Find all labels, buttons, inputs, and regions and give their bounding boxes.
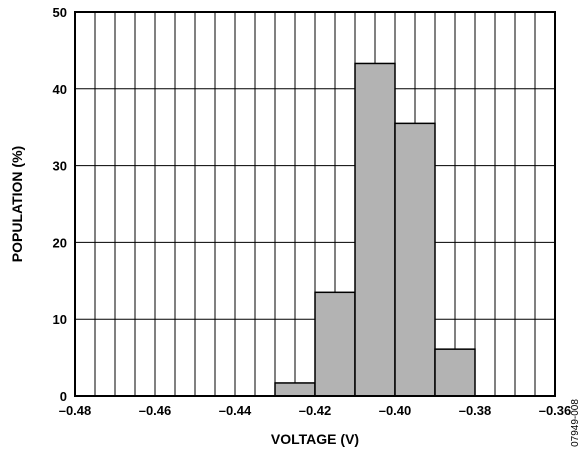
y-tick-label: 30 [53, 159, 67, 174]
y-tick-label: 50 [53, 5, 67, 20]
histogram-bar [434, 348, 476, 397]
x-tick-label: –0.48 [59, 403, 92, 418]
histogram-bar [274, 382, 316, 397]
y-tick-label: 40 [53, 82, 67, 97]
histogram-bar [354, 62, 396, 397]
y-tick-labels: 0 10 20 30 40 50 [53, 5, 67, 404]
x-tick-label: –0.40 [379, 403, 412, 418]
y-tick-label: 0 [60, 389, 67, 404]
x-tick-label: –0.44 [219, 403, 252, 418]
x-tick-labels: –0.48 –0.46 –0.44 –0.42 –0.40 –0.38 –0.36 [59, 403, 572, 418]
y-tick-label: 10 [53, 312, 67, 327]
x-tick-label: –0.46 [139, 403, 172, 418]
histogram-bar [314, 291, 356, 397]
x-tick-label: –0.36 [539, 403, 572, 418]
plot-frame [74, 11, 556, 397]
x-tick-label: –0.42 [299, 403, 332, 418]
x-axis-title: VOLTAGE (V) [271, 431, 359, 447]
y-axis-title: POPULATION (%) [9, 146, 25, 262]
x-tick-label: –0.38 [459, 403, 492, 418]
figure-code: 07949-008 [570, 399, 581, 447]
histogram-bar [394, 122, 436, 397]
y-tick-label: 20 [53, 235, 67, 250]
histogram-bars [274, 62, 476, 397]
